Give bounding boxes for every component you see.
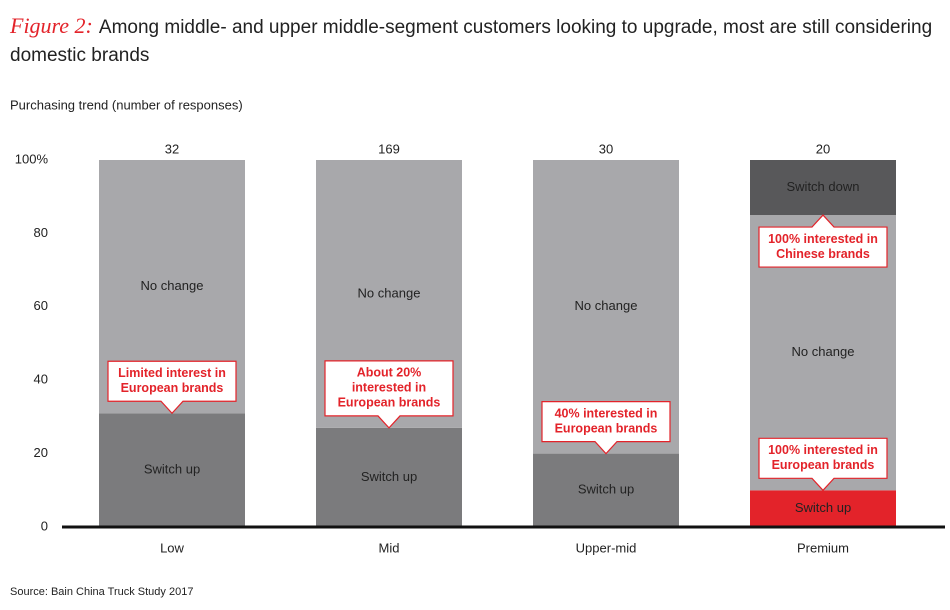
segment-label: Switch up [795,500,851,515]
callout-box [541,401,671,455]
source: Source: Bain China Truck Study 2017 [10,586,193,598]
callout-text: 100% interested in [768,232,878,246]
segment-label: Switch up [578,482,634,497]
y-tick-label: 80 [34,225,48,240]
callout-text: 100% interested in [768,443,878,457]
callout-box [758,214,888,268]
y-tick-label: 100% [15,151,49,166]
y-axis-label: Purchasing trend (number of responses) [10,97,243,112]
total-label: 32 [165,141,179,156]
callout-box [324,360,454,429]
callout-text: interested in [352,381,426,395]
callout-text: Limited interest in [118,366,226,380]
x-tick-label: Premium [797,540,849,555]
x-tick-label: Low [160,540,184,555]
segment-label: Switch up [144,462,200,477]
bar-segment [316,427,462,527]
callout-box [107,360,237,415]
callout-text: European brands [338,396,441,410]
callout-text: European brands [121,381,224,395]
bar-segment [533,453,679,527]
y-tick-label: 20 [34,445,48,460]
chart-title: Among middle- and upper middle-segment c… [10,17,933,66]
title-block: Figure 2: Among middle- and upper middle-… [10,12,945,70]
segment-label: Switch up [361,469,417,484]
segment-label: No change [358,285,421,300]
figure-label: Figure 2: [10,13,93,38]
segment-label: No change [792,344,855,359]
callout-text: 40% interested in [555,406,658,420]
x-tick-label: Mid [379,540,400,555]
x-tick-label: Upper-mid [576,540,637,555]
bar-segment [99,413,245,527]
y-tick-label: 40 [34,372,48,387]
bar-segment [750,160,896,216]
y-tick-label: 0 [41,518,48,533]
total-label: 20 [816,141,830,156]
total-label: 169 [378,141,400,156]
total-label: 30 [599,141,613,156]
callout-text: Chinese brands [776,247,870,261]
callout-box [758,437,888,492]
segment-label: No change [575,298,638,313]
y-tick-label: 60 [34,298,48,313]
segment-label: Switch down [787,179,860,194]
callout-text: European brands [555,421,658,435]
bar-segment [750,490,896,527]
segment-label: No change [141,278,204,293]
callout-text: European brands [772,458,875,472]
callout-text: About 20% [357,366,422,380]
